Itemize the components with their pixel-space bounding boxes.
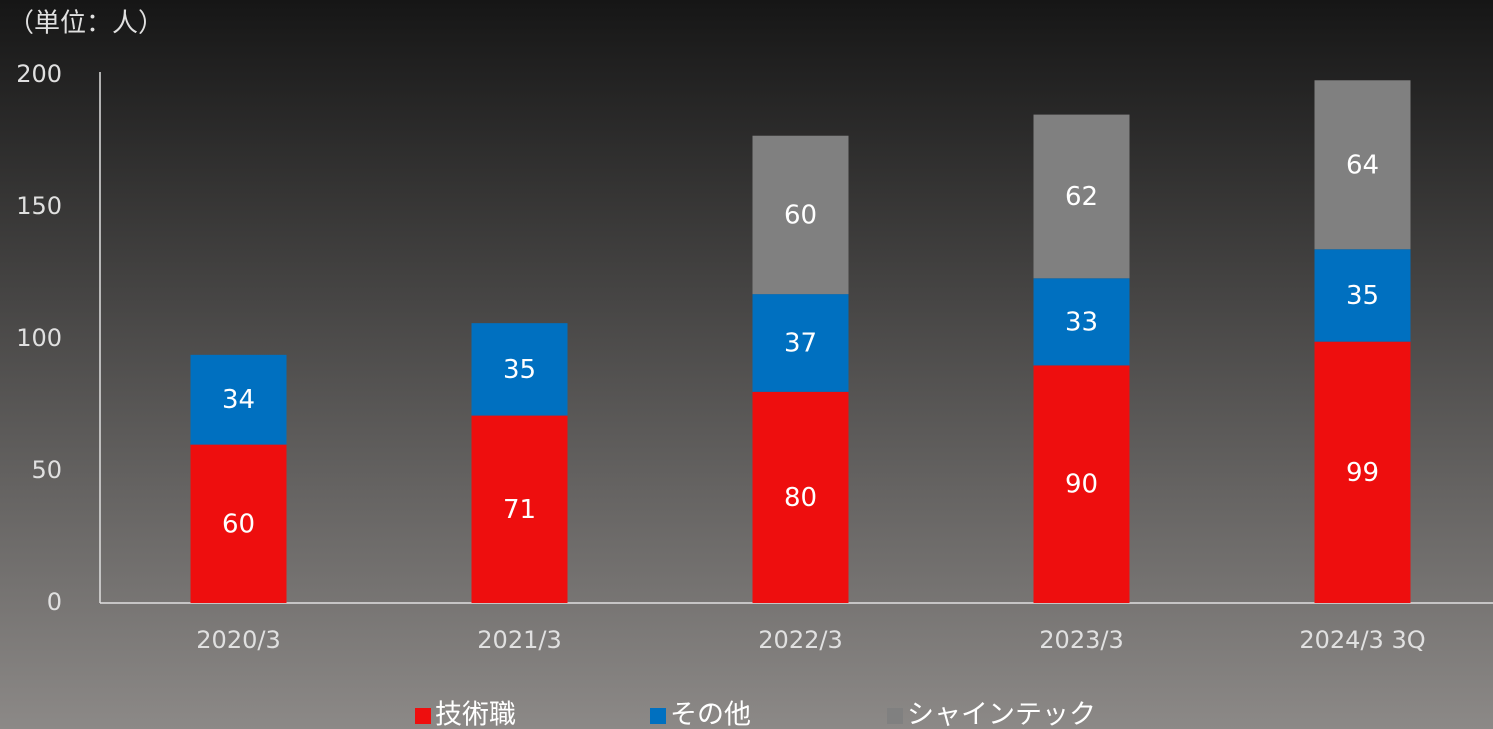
- bar-segment: [752, 391, 849, 603]
- data-label: 34: [222, 385, 255, 415]
- y-tick-label: 0: [47, 588, 62, 616]
- data-label: 90: [1065, 470, 1098, 500]
- x-tick-label: 2024/3 3Q: [1299, 626, 1425, 654]
- data-label: 71: [503, 495, 536, 525]
- data-label: 64: [1346, 150, 1379, 180]
- bar-segment: [1033, 278, 1130, 366]
- x-tick-label: 2023/3: [1039, 626, 1123, 654]
- bar-segment: [190, 444, 287, 603]
- y-tick-label: 150: [16, 192, 62, 220]
- bar-segment: [190, 354, 287, 445]
- legend-label: その他: [670, 700, 751, 729]
- data-label: 62: [1065, 182, 1098, 212]
- legend-swatch: [650, 708, 666, 724]
- bar-segment: [1314, 249, 1411, 342]
- data-label: 80: [784, 483, 817, 513]
- legend-label: シャインテック: [907, 700, 1096, 729]
- x-tick-label: 2020/3: [196, 626, 280, 654]
- legend-label: 技術職: [435, 700, 516, 729]
- bar-segment: [471, 323, 568, 416]
- data-label: 60: [784, 200, 817, 230]
- bar-segment: [1314, 80, 1411, 250]
- bar-segment: [1033, 114, 1130, 279]
- x-tick-label: 2021/3: [477, 626, 561, 654]
- data-label: 60: [222, 509, 255, 539]
- bar-segment: [1314, 341, 1411, 603]
- data-label: 35: [503, 355, 536, 385]
- y-tick-label: 50: [31, 456, 62, 484]
- y-tick-label: 100: [16, 324, 62, 352]
- legend-swatch: [415, 708, 431, 724]
- data-label: 35: [1346, 281, 1379, 311]
- data-label: 37: [784, 328, 817, 358]
- data-label: 33: [1065, 307, 1098, 337]
- bar-segment: [752, 135, 849, 295]
- bar-segment: [1033, 365, 1130, 603]
- x-tick-label: 2022/3: [758, 626, 842, 654]
- y-tick-label: 200: [16, 60, 62, 88]
- legend-swatch: [887, 708, 903, 724]
- unit-label: （単位：人）: [8, 9, 164, 39]
- bar-segment: [471, 415, 568, 603]
- bar-segment: [752, 294, 849, 392]
- data-label: 99: [1346, 458, 1379, 488]
